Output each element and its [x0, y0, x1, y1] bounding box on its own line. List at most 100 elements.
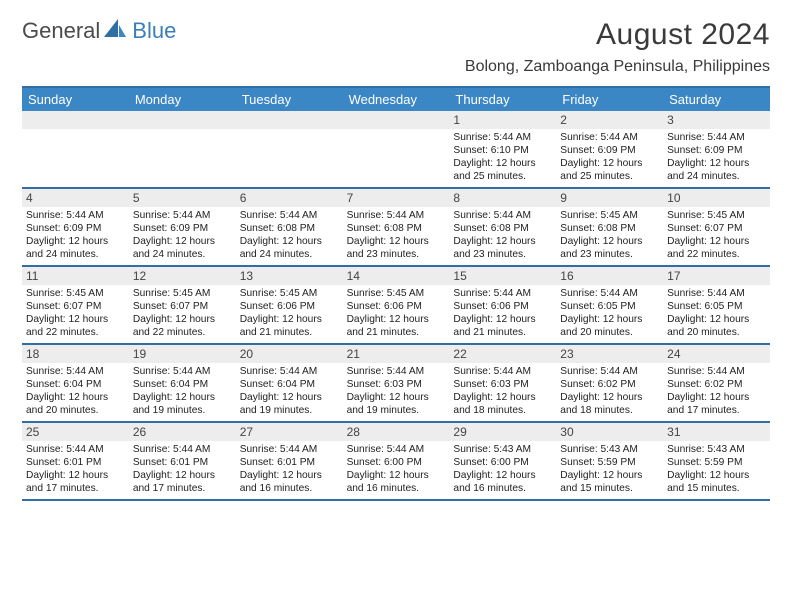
week-row: 25262728293031Sunrise: 5:44 AMSunset: 6:… [22, 423, 770, 501]
day-number: 2 [556, 111, 663, 129]
daylight-line: Daylight: 12 hours and 16 minutes. [240, 469, 339, 495]
day-number: 22 [449, 345, 556, 363]
weekday-monday: Monday [129, 88, 236, 111]
weekday-tuesday: Tuesday [236, 88, 343, 111]
day-info: Sunrise: 5:44 AMSunset: 6:02 PMDaylight:… [663, 363, 770, 421]
day-number-strip: 25262728293031 [22, 423, 770, 441]
sunset-line: Sunset: 6:04 PM [133, 378, 232, 391]
sunset-line: Sunset: 6:06 PM [453, 300, 552, 313]
sunrise-line: Sunrise: 5:45 AM [240, 287, 339, 300]
sunrise-line: Sunrise: 5:44 AM [133, 365, 232, 378]
logo-text-blue: Blue [132, 18, 176, 44]
day-number: 30 [556, 423, 663, 441]
day-info: Sunrise: 5:45 AMSunset: 6:07 PMDaylight:… [129, 285, 236, 343]
sunset-line: Sunset: 6:08 PM [240, 222, 339, 235]
daylight-line: Daylight: 12 hours and 24 minutes. [133, 235, 232, 261]
day-info-strip: Sunrise: 5:44 AMSunset: 6:04 PMDaylight:… [22, 363, 770, 421]
day-info: Sunrise: 5:44 AMSunset: 6:05 PMDaylight:… [556, 285, 663, 343]
day-info: Sunrise: 5:44 AMSunset: 6:08 PMDaylight:… [343, 207, 450, 265]
day-number: 7 [343, 189, 450, 207]
day-info: Sunrise: 5:44 AMSunset: 6:08 PMDaylight:… [449, 207, 556, 265]
day-number: 12 [129, 267, 236, 285]
sunrise-line: Sunrise: 5:43 AM [453, 443, 552, 456]
sunrise-line: Sunrise: 5:45 AM [347, 287, 446, 300]
sunset-line: Sunset: 6:05 PM [667, 300, 766, 313]
daylight-line: Daylight: 12 hours and 21 minutes. [347, 313, 446, 339]
sunset-line: Sunset: 6:04 PM [240, 378, 339, 391]
sunset-line: Sunset: 6:08 PM [453, 222, 552, 235]
daylight-line: Daylight: 12 hours and 15 minutes. [667, 469, 766, 495]
day-number: 5 [129, 189, 236, 207]
weekday-saturday: Saturday [663, 88, 770, 111]
sunset-line: Sunset: 6:10 PM [453, 144, 552, 157]
sunset-line: Sunset: 6:02 PM [560, 378, 659, 391]
weekday-friday: Friday [556, 88, 663, 111]
day-number: 6 [236, 189, 343, 207]
sunset-line: Sunset: 6:01 PM [133, 456, 232, 469]
day-info: Sunrise: 5:44 AMSunset: 6:08 PMDaylight:… [236, 207, 343, 265]
day-info [236, 129, 343, 187]
daylight-line: Daylight: 12 hours and 24 minutes. [667, 157, 766, 183]
sunrise-line: Sunrise: 5:44 AM [453, 365, 552, 378]
daylight-line: Daylight: 12 hours and 15 minutes. [560, 469, 659, 495]
day-number: 25 [22, 423, 129, 441]
day-number-strip: 11121314151617 [22, 267, 770, 285]
day-info: Sunrise: 5:44 AMSunset: 6:03 PMDaylight:… [449, 363, 556, 421]
sunrise-line: Sunrise: 5:45 AM [667, 209, 766, 222]
daylight-line: Daylight: 12 hours and 24 minutes. [240, 235, 339, 261]
day-info: Sunrise: 5:44 AMSunset: 6:01 PMDaylight:… [236, 441, 343, 499]
sunrise-line: Sunrise: 5:44 AM [240, 365, 339, 378]
daylight-line: Daylight: 12 hours and 20 minutes. [667, 313, 766, 339]
week-row: 45678910Sunrise: 5:44 AMSunset: 6:09 PMD… [22, 189, 770, 267]
daylight-line: Daylight: 12 hours and 17 minutes. [133, 469, 232, 495]
day-info-strip: Sunrise: 5:45 AM Sunset: 6:07 PM Daylight:… [22, 285, 770, 343]
sunset-line: Sunset: 6:09 PM [26, 222, 125, 235]
daylight-line: Daylight: 12 hours and 16 minutes. [453, 469, 552, 495]
daylight-line: Daylight: 12 hours and 19 minutes. [133, 391, 232, 417]
sunset-line: Sunset: 6:08 PM [347, 222, 446, 235]
day-number: 14 [343, 267, 450, 285]
day-number: 11 [22, 267, 129, 285]
day-number: 3 [663, 111, 770, 129]
daylight-line: Daylight: 12 hours and 17 minutes. [26, 469, 125, 495]
day-info: Sunrise: 5:44 AMSunset: 6:09 PMDaylight:… [663, 129, 770, 187]
logo: General Blue [22, 18, 176, 44]
daylight-line: Daylight: 12 hours and 20 minutes. [26, 391, 125, 417]
sunrise-line: Sunrise: 5:44 AM [667, 287, 766, 300]
day-info: Sunrise: 5:44 AMSunset: 6:01 PMDaylight:… [22, 441, 129, 499]
logo-sail-icon [104, 19, 128, 44]
day-number: 29 [449, 423, 556, 441]
sunrise-line: Sunrise: 5:44 AM [26, 209, 125, 222]
sunset-line: Sunset: 6:02 PM [667, 378, 766, 391]
day-number: 19 [129, 345, 236, 363]
sunrise-line: Sunrise: 5:44 AM [560, 287, 659, 300]
day-number [129, 111, 236, 129]
day-number: 9 [556, 189, 663, 207]
title-block: August 2024 Bolong, Zamboanga Peninsula,… [465, 18, 770, 76]
sunrise-line: Sunrise: 5:45 AM [560, 209, 659, 222]
day-number: 4 [22, 189, 129, 207]
weeks-container: 123Sunrise: 5:44 AMSunset: 6:10 PMDaylig… [22, 111, 770, 501]
day-number-strip: 45678910 [22, 189, 770, 207]
weekday-thursday: Thursday [449, 88, 556, 111]
day-info: Sunrise: 5:44 AMSunset: 6:04 PMDaylight:… [129, 363, 236, 421]
daylight-line: Daylight: 12 hours and 25 minutes. [560, 157, 659, 183]
week-row: 123Sunrise: 5:44 AMSunset: 6:10 PMDaylig… [22, 111, 770, 189]
day-number: 23 [556, 345, 663, 363]
day-info: Sunrise: 5:44 AMSunset: 6:05 PMDaylight:… [663, 285, 770, 343]
sunset-line: Sunset: 6:08 PM [560, 222, 659, 235]
day-info: Sunrise: 5:44 AMSunset: 6:09 PMDaylight:… [22, 207, 129, 265]
day-number: 1 [449, 111, 556, 129]
sunset-line: Sunset: 5:59 PM [667, 456, 766, 469]
week-row: 11121314151617 Sunrise: 5:45 AM Sunset: 6:… [22, 267, 770, 345]
header: General Blue August 2024 Bolong, Zamboan… [22, 18, 770, 76]
day-info: Sunrise: 5:43 AMSunset: 5:59 PMDaylight:… [663, 441, 770, 499]
sunset-line: Sunset: 6:07 PM [26, 300, 125, 313]
day-number [22, 111, 129, 129]
calendar: Sunday Monday Tuesday Wednesday Thursday… [22, 86, 770, 501]
weekday-wednesday: Wednesday [343, 88, 450, 111]
sunrise-line: Sunrise: 5:45 AM [133, 287, 232, 300]
day-info: Sunrise: 5:44 AMSunset: 6:09 PMDaylight:… [129, 207, 236, 265]
day-number: 13 [236, 267, 343, 285]
day-number: 15 [449, 267, 556, 285]
